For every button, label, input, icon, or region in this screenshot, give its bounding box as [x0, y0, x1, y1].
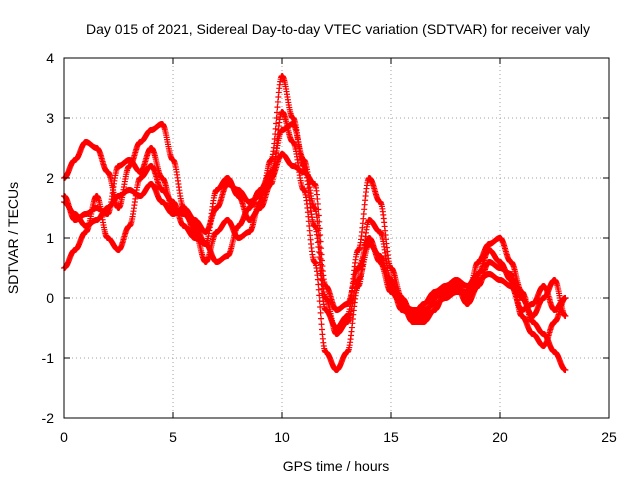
x-tick-label: 25	[601, 429, 617, 445]
x-tick-label: 0	[60, 429, 68, 445]
y-axis-label: SDTVAR / TECUs	[5, 182, 21, 294]
grid	[64, 58, 609, 418]
y-tick-label: -2	[42, 410, 55, 426]
y-tick-label: 3	[46, 110, 54, 126]
data-point	[316, 298, 323, 305]
y-tick-label: 2	[46, 170, 54, 186]
data-point	[273, 120, 280, 127]
x-tick-label: 5	[169, 429, 177, 445]
x-tick-label: 20	[492, 429, 508, 445]
data-points	[61, 73, 569, 373]
y-tick-label: 4	[46, 50, 54, 66]
data-point	[318, 321, 325, 328]
data-point	[318, 315, 325, 322]
data-point	[274, 104, 281, 111]
x-tick-label: 10	[274, 429, 290, 445]
data-point	[273, 115, 280, 121]
x-axis-label: GPS time / hours	[283, 458, 390, 474]
x-tick-label: 15	[383, 429, 399, 445]
y-tick-label: 1	[46, 230, 54, 246]
data-point	[272, 125, 279, 132]
y-tick-label: 0	[46, 290, 54, 306]
y-tick-label: -1	[42, 350, 55, 366]
data-point	[562, 367, 569, 373]
data-point	[317, 309, 324, 316]
data-point	[317, 238, 324, 245]
x-axis: 0 5 10 15 20 25	[60, 58, 617, 445]
chart-title: Day 015 of 2021, Sidereal Day-to-day VTE…	[86, 21, 590, 37]
